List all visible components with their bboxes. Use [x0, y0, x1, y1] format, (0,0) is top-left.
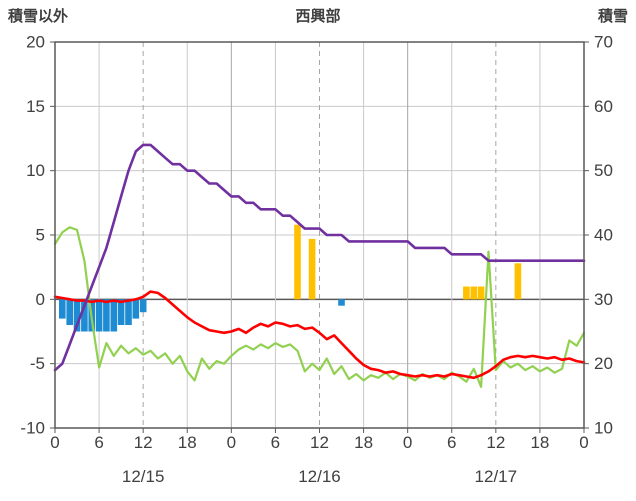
date-label: 12/17: [475, 467, 518, 486]
x-tick-label: 6: [271, 433, 280, 452]
x-tick-label: 0: [403, 433, 412, 452]
orange-bars: [477, 286, 485, 300]
left-axis-title: 積雪以外: [8, 8, 69, 25]
blue-bars: [59, 299, 66, 319]
orange-bars: [294, 224, 301, 300]
x-tick-label: 12: [134, 433, 153, 452]
blue-bars: [117, 299, 125, 325]
orange-bars: [463, 286, 470, 300]
right-axis-title: 積雪: [597, 8, 628, 25]
blue-bars: [103, 299, 110, 332]
right-tick-label: 40: [594, 226, 613, 245]
orange-bars: [470, 286, 478, 300]
right-tick-label: 20: [594, 354, 613, 373]
x-tick-label: 18: [530, 433, 549, 452]
blue-bars: [73, 299, 81, 332]
date-label: 12/16: [298, 467, 341, 486]
x-tick-label: 6: [94, 433, 103, 452]
x-tick-label: 18: [354, 433, 373, 452]
left-tick-label: 0: [36, 290, 45, 309]
right-tick-label: 60: [594, 97, 613, 116]
blue-bars: [139, 299, 147, 313]
chart-title: 西興部: [295, 8, 341, 25]
right-tick-label: 10: [594, 419, 613, 438]
orange-bars: [308, 238, 316, 300]
green-line: [53, 226, 586, 388]
left-tick-label: 20: [26, 33, 45, 52]
x-tick-label: 0: [50, 433, 59, 452]
right-tick-label: 70: [594, 33, 613, 52]
left-tick-label: 15: [26, 97, 45, 116]
x-tick-label: 18: [178, 433, 197, 452]
blue-bars: [95, 299, 103, 332]
blue-bars: [125, 299, 132, 325]
date-label: 12/15: [122, 467, 165, 486]
blue-bars: [81, 299, 88, 332]
snow-depth-line: [53, 143, 586, 372]
right-tick-label: 30: [594, 290, 613, 309]
x-tick-label: 12: [486, 433, 505, 452]
left-tick-label: 10: [26, 161, 45, 180]
x-tick-label: 6: [447, 433, 456, 452]
right-tick-label: 50: [594, 161, 613, 180]
blue-bars: [132, 299, 140, 319]
blue-bars: [338, 299, 345, 306]
left-tick-label: -10: [20, 419, 45, 438]
left-tick-label: -5: [30, 354, 45, 373]
blue-bars: [110, 299, 118, 332]
orange-bars: [514, 263, 522, 300]
x-tick-label: 0: [227, 433, 236, 452]
left-tick-label: 5: [36, 226, 45, 245]
blue-bars: [66, 299, 73, 325]
x-tick-label: 0: [579, 433, 588, 452]
red-line: [53, 290, 586, 380]
x-tick-label: 12: [310, 433, 329, 452]
